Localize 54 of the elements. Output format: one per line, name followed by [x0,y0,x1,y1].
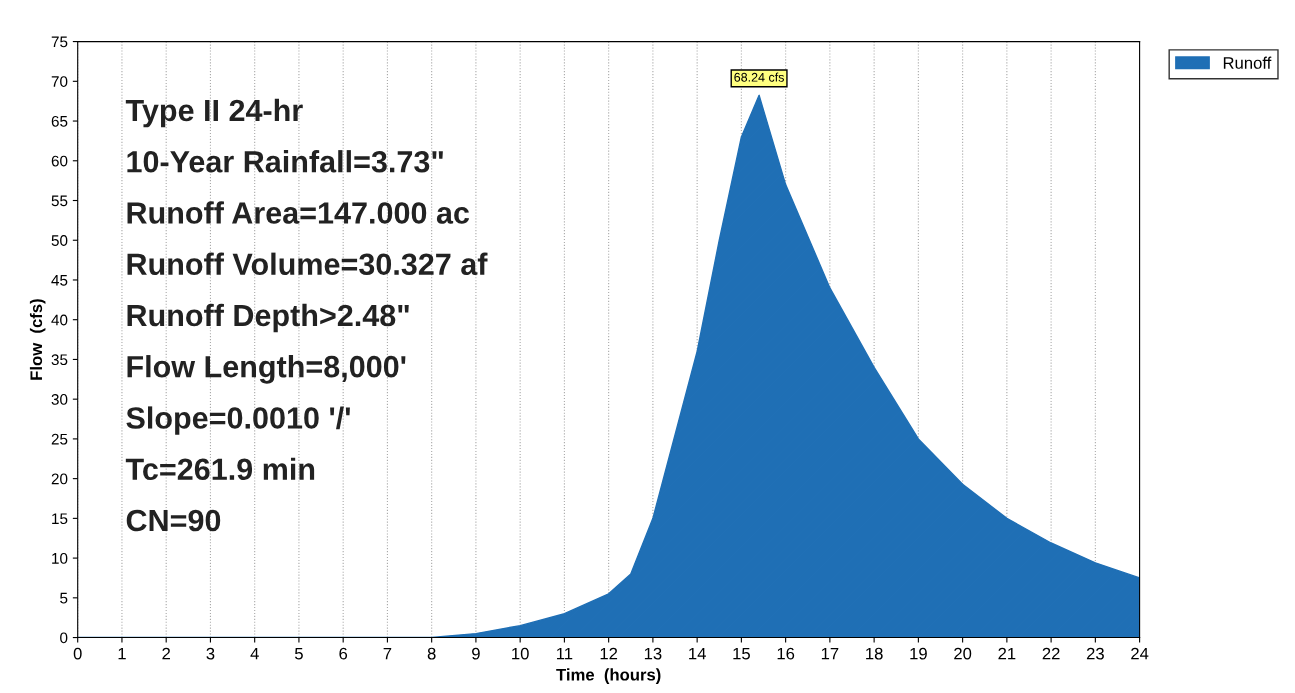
x-tick-label: 9 [472,647,480,660]
x-tick-label: 18 [866,647,883,660]
y-axis-title: Flow (cfs) [29,299,46,380]
x-tick-label: 20 [954,647,972,660]
y-tick-label: 50 [51,235,68,246]
annotation: Runoff Volume=30.327 af [127,252,488,276]
x-tick-label: 2 [162,647,170,660]
x-tick-label: 6 [339,647,348,660]
annotation: 68.24 cfs [734,72,784,82]
annotation: Runoff Area=147.000 ac [127,201,470,224]
x-tick-label: 19 [910,647,927,660]
x-tick-label: 7 [383,647,392,660]
y-tick-label: 60 [51,155,68,167]
y-tick-label: 65 [51,115,68,127]
annotation: Slope=0.0010 '/' [126,406,350,435]
y-tick-label: 0 [60,632,68,644]
x-tick-label: 11 [557,647,573,660]
x-tick-label: 1 [118,647,126,660]
annotation: CN=90 [126,509,221,532]
y-tick-label: 35 [51,354,68,366]
x-tick-label: 22 [1042,647,1060,660]
y-tick-label: 70 [51,76,68,87]
y-tick-label: 30 [51,394,68,405]
annotation: Type II 24-hr [125,98,303,128]
x-tick-label: 0 [73,647,82,660]
annotation: 10-Year Rainfall=3.73" [127,150,443,173]
y-tick-label: 75 [51,36,68,48]
annotation: Runoff Depth>2.48" [127,303,409,333]
x-axis-title: Time (hours) [556,668,661,684]
x-tick-label: 17 [821,647,839,660]
y-tick-label: 20 [51,473,68,485]
annotation: Flow Length=8,000' [127,355,406,384]
x-tick-label: 21 [998,647,1016,660]
x-tick-label: 13 [644,647,662,660]
y-tick-label: 25 [51,433,68,445]
y-tick-label: 5 [60,592,68,604]
x-tick-label: 23 [1086,647,1104,660]
x-tick-label: 4 [250,647,259,660]
y-tick-label: 55 [51,195,68,207]
x-tick-label: 12 [600,647,618,660]
legend-label: Runoff [1223,56,1272,69]
y-tick-label: 15 [52,513,68,525]
y-tick-label: 10 [52,552,68,564]
y-tick-label: 45 [51,275,68,286]
x-tick-label: 10 [512,647,529,660]
x-tick-label: 8 [427,647,436,660]
x-tick-label: 5 [294,647,303,660]
x-tick-label: 14 [689,647,706,660]
x-tick-label: 24 [1131,647,1149,660]
x-tick-label: 3 [206,647,215,660]
x-tick-label: 15 [733,647,750,660]
annotation: Tc=261.9 min [125,457,315,481]
y-tick-label: 40 [51,314,68,326]
x-tick-label: 16 [777,647,795,660]
